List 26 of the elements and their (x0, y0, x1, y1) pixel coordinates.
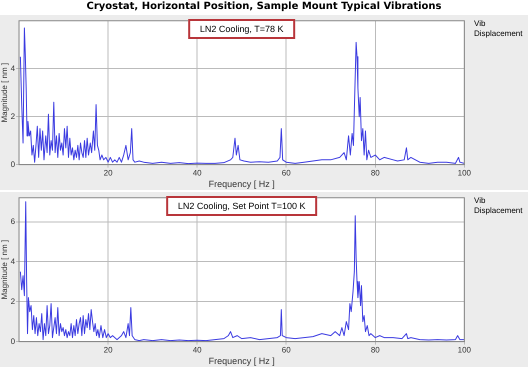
x-tick-label: 60 (282, 346, 292, 355)
x-tick-label: 80 (370, 168, 380, 178)
y-tick-label: 2 (10, 296, 16, 306)
y-axis-title: Magnitude [ nm ] (0, 62, 10, 122)
chart-subtitle: LN2 Cooling, T=78 K (188, 19, 296, 39)
y-tick-label: 0 (10, 160, 16, 169)
x-tick-label: 60 (282, 168, 292, 178)
y-tick-label: 4 (10, 256, 16, 266)
y-tick-label: 6 (10, 216, 16, 226)
x-axis-title: Frequency [ Hz ] (208, 356, 275, 366)
x-tick-label: 40 (192, 346, 202, 355)
x-tick-label: 100 (458, 346, 472, 355)
x-tick-label: 40 (192, 168, 202, 178)
y-tick-label: 4 (10, 64, 16, 73)
x-tick-label: 100 (458, 168, 472, 178)
y-axis-title: Magnitude [ nm ] (0, 240, 10, 300)
x-tick-label: 20 (104, 168, 114, 178)
text: Vib Displacement (474, 19, 524, 39)
x-tick-label: 80 (370, 346, 380, 355)
x-tick-label: 20 (104, 346, 114, 355)
chart-subtitle: LN2 Cooling, Set Point T=100 K (166, 196, 318, 216)
x-axis-title: Frequency [ Hz ] (208, 179, 275, 190)
text: Vib Displacement (474, 196, 524, 216)
chart-title: Cryostat, Horizontal Position, Sample Mount Typical Vibrations (86, 1, 442, 12)
y-tick-label: 0 (10, 336, 16, 346)
y-tick-label: 2 (10, 112, 16, 121)
